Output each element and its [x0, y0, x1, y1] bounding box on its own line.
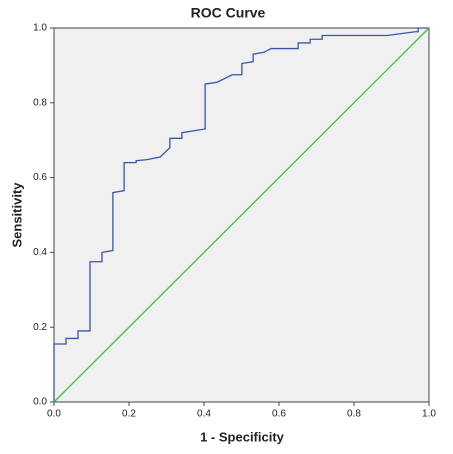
line [53, 27, 429, 402]
y-tick-label: 0.4 [33, 247, 47, 258]
x-tick-label: 0.6 [272, 409, 286, 420]
x-axis-title: 1 - Specificity [200, 429, 285, 444]
x-tick-label: 0.8 [347, 409, 361, 420]
x-tick-label: 0.2 [122, 409, 136, 420]
y-axis-title: Sensitivity [9, 182, 24, 248]
x-tick-label: 0.0 [47, 409, 61, 420]
y-tick-label: 0.6 [33, 172, 47, 183]
y-tick-label: 0.0 [33, 397, 47, 408]
y-tick-label: 0.8 [33, 97, 47, 108]
chart-title: ROC Curve [191, 5, 266, 21]
line [53, 27, 430, 403]
x-tick-label: 1.0 [422, 409, 436, 420]
y-tick-label: 0.2 [33, 322, 47, 333]
x-tick-label: 0.4 [197, 409, 211, 420]
y-tick-label: 1.0 [33, 23, 47, 34]
